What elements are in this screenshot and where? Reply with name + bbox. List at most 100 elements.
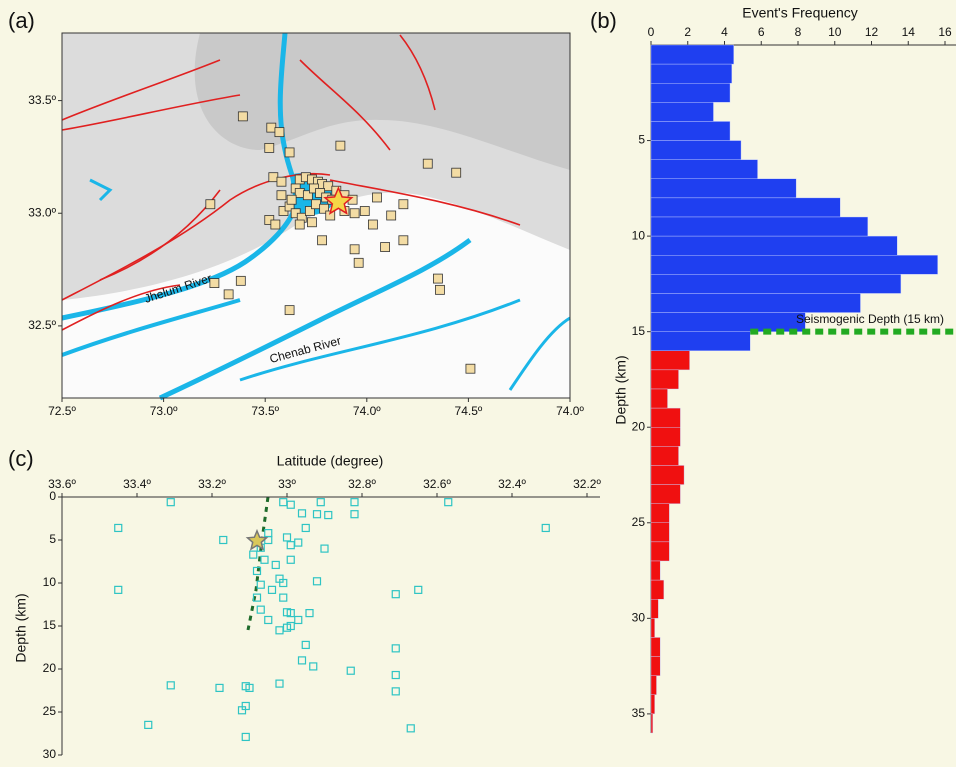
histogram-bar — [651, 45, 734, 64]
event-marker — [206, 200, 215, 209]
event-marker — [295, 188, 304, 197]
event-marker — [387, 211, 396, 220]
x-tick-label: 16 — [938, 25, 952, 39]
histogram-bar — [651, 102, 713, 121]
x-tick-label: 0 — [648, 25, 655, 39]
y-tick-label: 30 — [632, 611, 646, 625]
y-tick-label: 35 — [632, 706, 646, 720]
histogram-bar — [651, 389, 668, 408]
histogram-bar — [651, 676, 657, 695]
x-tick-label: 12 — [865, 25, 879, 39]
event-marker — [236, 276, 245, 285]
y-tick-label: 15 — [632, 324, 646, 338]
y-tick-label: 10 — [43, 575, 57, 589]
histogram-bar — [651, 637, 660, 656]
x-tick-label: 2 — [684, 25, 691, 39]
event-marker — [399, 236, 408, 245]
y-axis-title: Depth (km) — [613, 355, 629, 424]
figure: Jhelum River Chenab River (a)72.5º73.0º7… — [0, 0, 956, 767]
x-tick-label: 74.0º — [556, 404, 584, 418]
event-marker — [312, 200, 321, 209]
event-marker — [238, 112, 247, 121]
y-tick-label: 10 — [632, 228, 646, 242]
x-tick-label: 32.2º — [573, 477, 601, 491]
event-marker — [350, 209, 359, 218]
histogram-bar — [651, 274, 901, 293]
histogram-bar — [651, 293, 860, 312]
histogram-bar — [651, 255, 938, 274]
event-marker — [466, 364, 475, 373]
histogram-bar — [651, 121, 730, 140]
event-marker — [265, 143, 274, 152]
y-tick-label: 0 — [49, 489, 56, 503]
event-marker — [360, 206, 369, 215]
histogram-bar — [651, 618, 655, 637]
histogram-bar — [651, 427, 680, 446]
histogram-bar — [651, 714, 653, 733]
event-marker — [372, 193, 381, 202]
y-axis-title: Depth (km) — [13, 593, 29, 662]
histogram-bar — [651, 657, 660, 676]
x-tick-label: 74.5º — [455, 404, 483, 418]
event-marker — [354, 258, 363, 267]
event-marker — [350, 245, 359, 254]
histogram-bar — [651, 485, 680, 504]
event-marker — [210, 279, 219, 288]
event-marker — [433, 274, 442, 283]
event-marker — [285, 148, 294, 157]
histogram-bar — [651, 599, 658, 618]
event-marker — [267, 123, 276, 132]
histogram-bar — [651, 236, 897, 255]
x-tick-label: 73.0º — [150, 404, 178, 418]
y-tick-label: 5 — [49, 532, 56, 546]
panel-label: (c) — [8, 446, 34, 471]
event-marker — [452, 168, 461, 177]
x-tick-label: 10 — [828, 25, 842, 39]
event-marker — [285, 306, 294, 315]
y-tick-label: 20 — [43, 661, 57, 675]
panel-label: (b) — [590, 8, 617, 33]
histogram-bar — [651, 141, 741, 160]
event-marker — [307, 218, 316, 227]
y-tick-label: 33.5º — [28, 93, 56, 107]
histogram-bar — [651, 446, 679, 465]
x-tick-label: 4 — [721, 25, 728, 39]
histogram-bar — [651, 83, 730, 102]
x-tick-label: 14 — [902, 25, 916, 39]
x-tick-label: 74.0º — [353, 404, 381, 418]
x-tick-label: 32.6º — [423, 477, 451, 491]
histogram-bar — [651, 695, 655, 714]
y-tick-label: 25 — [43, 704, 57, 718]
y-tick-label: 20 — [632, 419, 646, 433]
histogram-bar — [651, 64, 732, 83]
event-marker — [318, 236, 327, 245]
histogram-bar — [651, 580, 664, 599]
event-marker — [324, 182, 333, 191]
event-marker — [269, 173, 278, 182]
histogram-bar — [651, 504, 669, 523]
x-axis-title: Latitude (degree) — [277, 453, 384, 469]
x-tick-label: 33.4º — [123, 477, 151, 491]
y-tick-label: 15 — [43, 618, 57, 632]
histogram-bar — [651, 370, 679, 389]
histogram-bar — [651, 217, 868, 236]
x-tick-label: 32.4º — [498, 477, 526, 491]
reference-label: Seismogenic Depth (15 km) — [796, 312, 944, 326]
histogram-bar — [651, 523, 669, 542]
event-marker — [368, 220, 377, 229]
event-marker — [224, 290, 233, 299]
x-tick-label: 33.2º — [198, 477, 226, 491]
histogram-bar — [651, 465, 684, 484]
x-tick-label: 8 — [795, 25, 802, 39]
event-marker — [287, 195, 296, 204]
y-tick-label: 33.0º — [28, 205, 56, 219]
panel-label: (a) — [8, 8, 35, 33]
x-tick-label: 72.5º — [48, 404, 76, 418]
y-tick-label: 25 — [632, 515, 646, 529]
x-tick-label: 73.5º — [251, 404, 279, 418]
event-marker — [423, 159, 432, 168]
x-tick-label: 32.8º — [348, 477, 376, 491]
event-marker — [336, 141, 345, 150]
event-marker — [435, 285, 444, 294]
x-tick-label: 33º — [278, 477, 296, 491]
